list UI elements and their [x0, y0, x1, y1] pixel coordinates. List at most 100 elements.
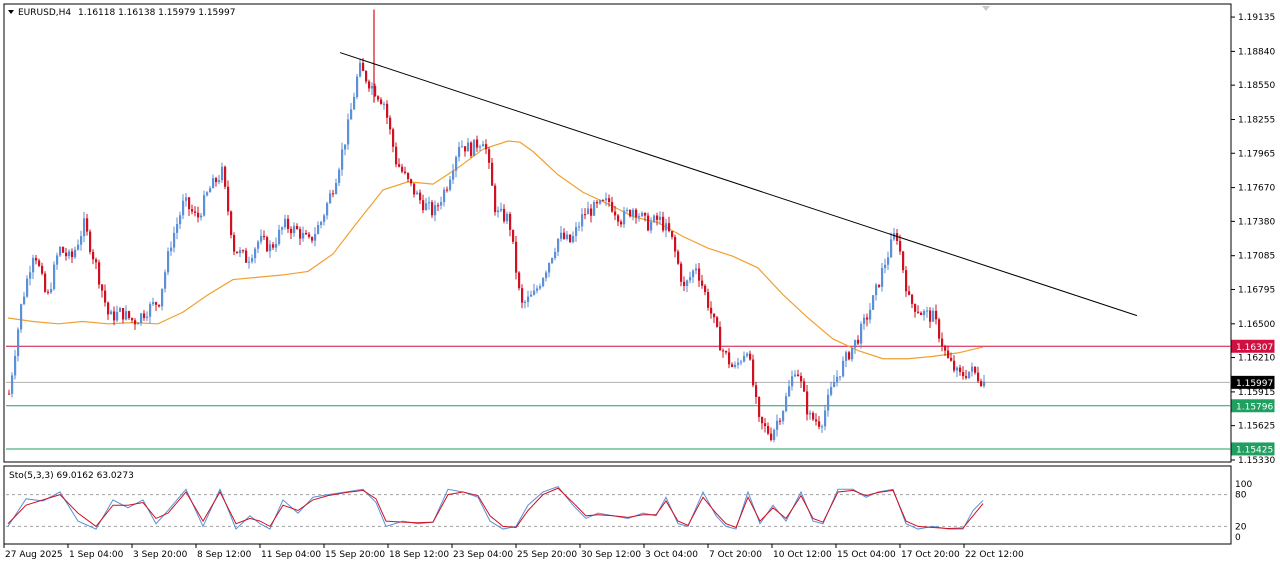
candle-bull [578, 226, 581, 228]
candle-bull [827, 394, 830, 411]
candle-bear [287, 218, 290, 229]
candle-bear [401, 166, 404, 172]
candle-bull [863, 317, 866, 324]
candle-bull [665, 223, 668, 231]
candle-bear [494, 185, 497, 213]
candle-bull [524, 301, 527, 303]
candle-bull [20, 304, 23, 330]
candle-bear [422, 200, 425, 211]
candle-bull [452, 170, 455, 180]
price-tick-label: 1.18840 [1238, 47, 1275, 57]
trendline[interactable] [339, 52, 1138, 317]
candle-bull [167, 251, 170, 273]
candle-bull [449, 179, 452, 190]
candle-bull [173, 232, 176, 248]
collapse-arrow-icon[interactable] [8, 10, 14, 14]
candle-bear [92, 251, 95, 260]
candle-bull [353, 97, 356, 110]
candle-bull [458, 146, 461, 158]
candle-bear [713, 313, 716, 318]
candle-bear [818, 421, 821, 427]
candle-bull [932, 310, 935, 322]
candle-bear [386, 103, 389, 118]
candle-bull [881, 268, 884, 287]
candle-bull [968, 371, 971, 378]
candle-bear [311, 236, 314, 241]
candle-bear [104, 290, 107, 303]
candle-bear [611, 201, 614, 212]
candle-bull [206, 192, 209, 196]
candle-bear [752, 359, 755, 386]
time-tick-label: 10 Oct 12:00 [773, 550, 832, 560]
candle-bull [23, 296, 26, 305]
candle-bear [935, 310, 938, 320]
candle-bear [806, 391, 809, 415]
candle-bear [779, 420, 782, 422]
time-tick-label: 8 Sep 12:00 [197, 550, 252, 560]
price-tick-label: 1.19135 [1238, 13, 1275, 23]
candle-bear [767, 426, 770, 434]
candle-bear [803, 381, 806, 392]
candle-bear [98, 262, 101, 285]
candle-bear [755, 385, 758, 398]
candle-bull [833, 381, 836, 388]
candle-bear [731, 364, 734, 367]
level-tag-label: 1.15997 [1236, 379, 1273, 389]
candle-bull [884, 264, 887, 269]
candle-bear [233, 235, 236, 252]
candle-bull [845, 352, 848, 361]
candle-bull [176, 224, 179, 233]
candle-bull [545, 272, 548, 279]
candle-bear [917, 311, 920, 313]
moving-average-line [7, 140, 984, 360]
candle-bull [923, 311, 926, 316]
candle-bull [650, 221, 653, 231]
candle-bear [515, 241, 518, 273]
candle-bear [470, 142, 473, 156]
candle-bull [341, 149, 344, 170]
candle-bull [110, 311, 113, 315]
candle-bear [398, 164, 401, 167]
candle-bear [404, 171, 407, 174]
candle-bear [389, 117, 392, 130]
candle-bear [701, 280, 704, 286]
candle-bear [194, 211, 197, 213]
time-tick-label: 27 Aug 2025 [5, 550, 63, 560]
candle-bull [686, 280, 689, 286]
candle-bull [506, 213, 509, 222]
candle-bull [53, 264, 56, 289]
candle-bull [551, 257, 554, 263]
candle-bull [692, 270, 695, 278]
candle-bear [848, 352, 851, 360]
candle-bear [617, 215, 620, 222]
candle-bull [14, 355, 17, 376]
candle-bull [32, 257, 35, 273]
candle-bull [80, 236, 83, 245]
candle-bear [698, 268, 701, 281]
candle-bull [689, 277, 692, 281]
candle-bear [920, 312, 923, 316]
candle-bear [377, 96, 380, 100]
candle-bull [743, 355, 746, 362]
candle-bull [221, 166, 224, 181]
candle-bear [101, 284, 104, 291]
candle-bear [911, 294, 914, 304]
candle-bear [812, 412, 815, 420]
candle-bear [107, 302, 110, 315]
candle-bear [38, 260, 41, 266]
candle-bear [44, 273, 47, 292]
candle-bull [887, 257, 890, 265]
candle-bear [476, 139, 479, 148]
candle-bull [542, 278, 545, 287]
candle-bear [716, 317, 719, 327]
candle-bull [875, 284, 878, 296]
candle-bear [719, 326, 722, 351]
candle-bull [209, 188, 212, 193]
candle-bear [71, 251, 74, 258]
candle-bull [737, 362, 740, 365]
shift-marker-icon[interactable] [982, 6, 990, 11]
candle-bear [878, 284, 881, 287]
candle-bear [509, 213, 512, 230]
